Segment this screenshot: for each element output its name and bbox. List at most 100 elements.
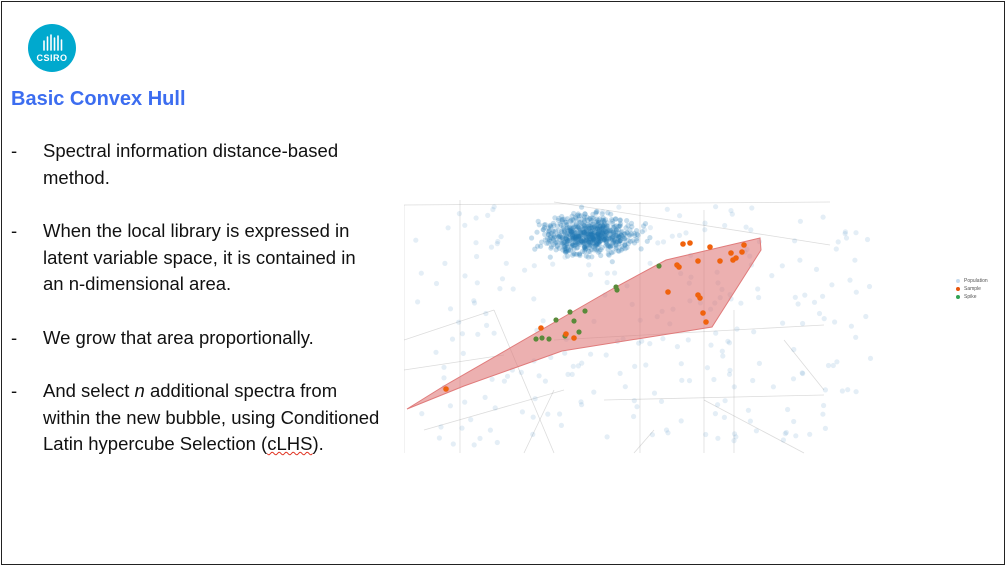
population-point [588, 231, 594, 237]
population-point [569, 240, 575, 246]
population-point [588, 232, 594, 238]
population-point [608, 231, 614, 237]
population-point [586, 236, 592, 242]
population-point [575, 224, 581, 230]
population-point [572, 234, 578, 241]
population-point [567, 226, 573, 232]
population-point [625, 241, 631, 247]
population-point [756, 294, 762, 301]
population-point [563, 231, 569, 237]
population-point [482, 394, 488, 400]
population-point [820, 411, 826, 417]
population-point [600, 229, 606, 235]
population-point [590, 234, 596, 241]
population-point [568, 229, 574, 235]
population-point [577, 219, 583, 225]
population-point [619, 228, 625, 234]
population-point [610, 234, 616, 240]
grid-line [493, 309, 555, 454]
population-point [704, 365, 710, 371]
population-point [588, 239, 594, 245]
population-point [595, 220, 601, 226]
population-point [566, 235, 572, 241]
population-point [585, 248, 592, 255]
population-point [594, 226, 601, 232]
population-point [578, 229, 584, 235]
population-point [597, 236, 603, 242]
population-point [616, 238, 622, 244]
population-point [634, 404, 640, 410]
population-point [590, 230, 596, 236]
population-point [612, 229, 618, 235]
population-point [604, 279, 610, 286]
population-point [586, 241, 592, 247]
population-point [683, 230, 689, 236]
population-point [582, 211, 588, 217]
population-point [557, 411, 563, 417]
population-point [571, 251, 577, 257]
population-point [589, 232, 595, 238]
population-point [617, 217, 623, 224]
population-point [605, 210, 611, 216]
population-point [573, 240, 579, 246]
population-point [596, 224, 602, 230]
population-point [583, 239, 589, 245]
population-point [620, 233, 626, 240]
population-point [562, 249, 569, 255]
population-point [583, 231, 589, 237]
population-point [564, 238, 570, 245]
population-point [570, 252, 576, 258]
population-point [847, 277, 853, 283]
population-point [546, 228, 552, 235]
population-point [596, 219, 602, 225]
population-point [749, 205, 755, 211]
population-point [582, 219, 588, 225]
population-point [592, 245, 598, 252]
population-point [615, 248, 621, 254]
population-point [738, 300, 744, 306]
population-point [573, 222, 579, 228]
population-point [555, 217, 561, 224]
population-point [585, 221, 591, 227]
population-point [578, 238, 584, 244]
population-point [731, 384, 737, 390]
sample-points [443, 240, 747, 392]
population-point [613, 244, 619, 251]
population-point [629, 224, 635, 230]
scatter-3d-plot[interactable] [404, 190, 904, 460]
population-point [595, 240, 601, 246]
population-point [590, 244, 596, 250]
population-point [587, 215, 593, 221]
population-point [598, 229, 604, 235]
population-point [588, 229, 594, 235]
population-point [581, 239, 587, 245]
population-point [522, 267, 528, 273]
population-point [641, 223, 647, 229]
population-point [649, 432, 655, 438]
population-point [586, 237, 592, 244]
population-point [556, 232, 562, 238]
population-point [577, 228, 584, 234]
population-point [605, 223, 611, 229]
population-point [866, 283, 873, 290]
population-point [845, 387, 851, 393]
population-point [541, 226, 547, 233]
population-point [835, 239, 841, 245]
population-point [595, 231, 601, 237]
sample-point [741, 242, 747, 248]
population-point [822, 387, 828, 393]
population-point [471, 298, 477, 304]
population-point [547, 223, 553, 229]
population-point [584, 236, 590, 242]
population-point [618, 232, 625, 238]
grid-line [404, 309, 495, 341]
population-point [581, 223, 587, 229]
logo-text: CSIRO [36, 53, 68, 63]
population-point [595, 230, 601, 236]
grid-line [703, 399, 805, 454]
population-point [612, 223, 618, 230]
population-point [593, 241, 599, 247]
population-point [639, 338, 645, 344]
population-point [616, 248, 622, 254]
population-point [863, 313, 869, 320]
